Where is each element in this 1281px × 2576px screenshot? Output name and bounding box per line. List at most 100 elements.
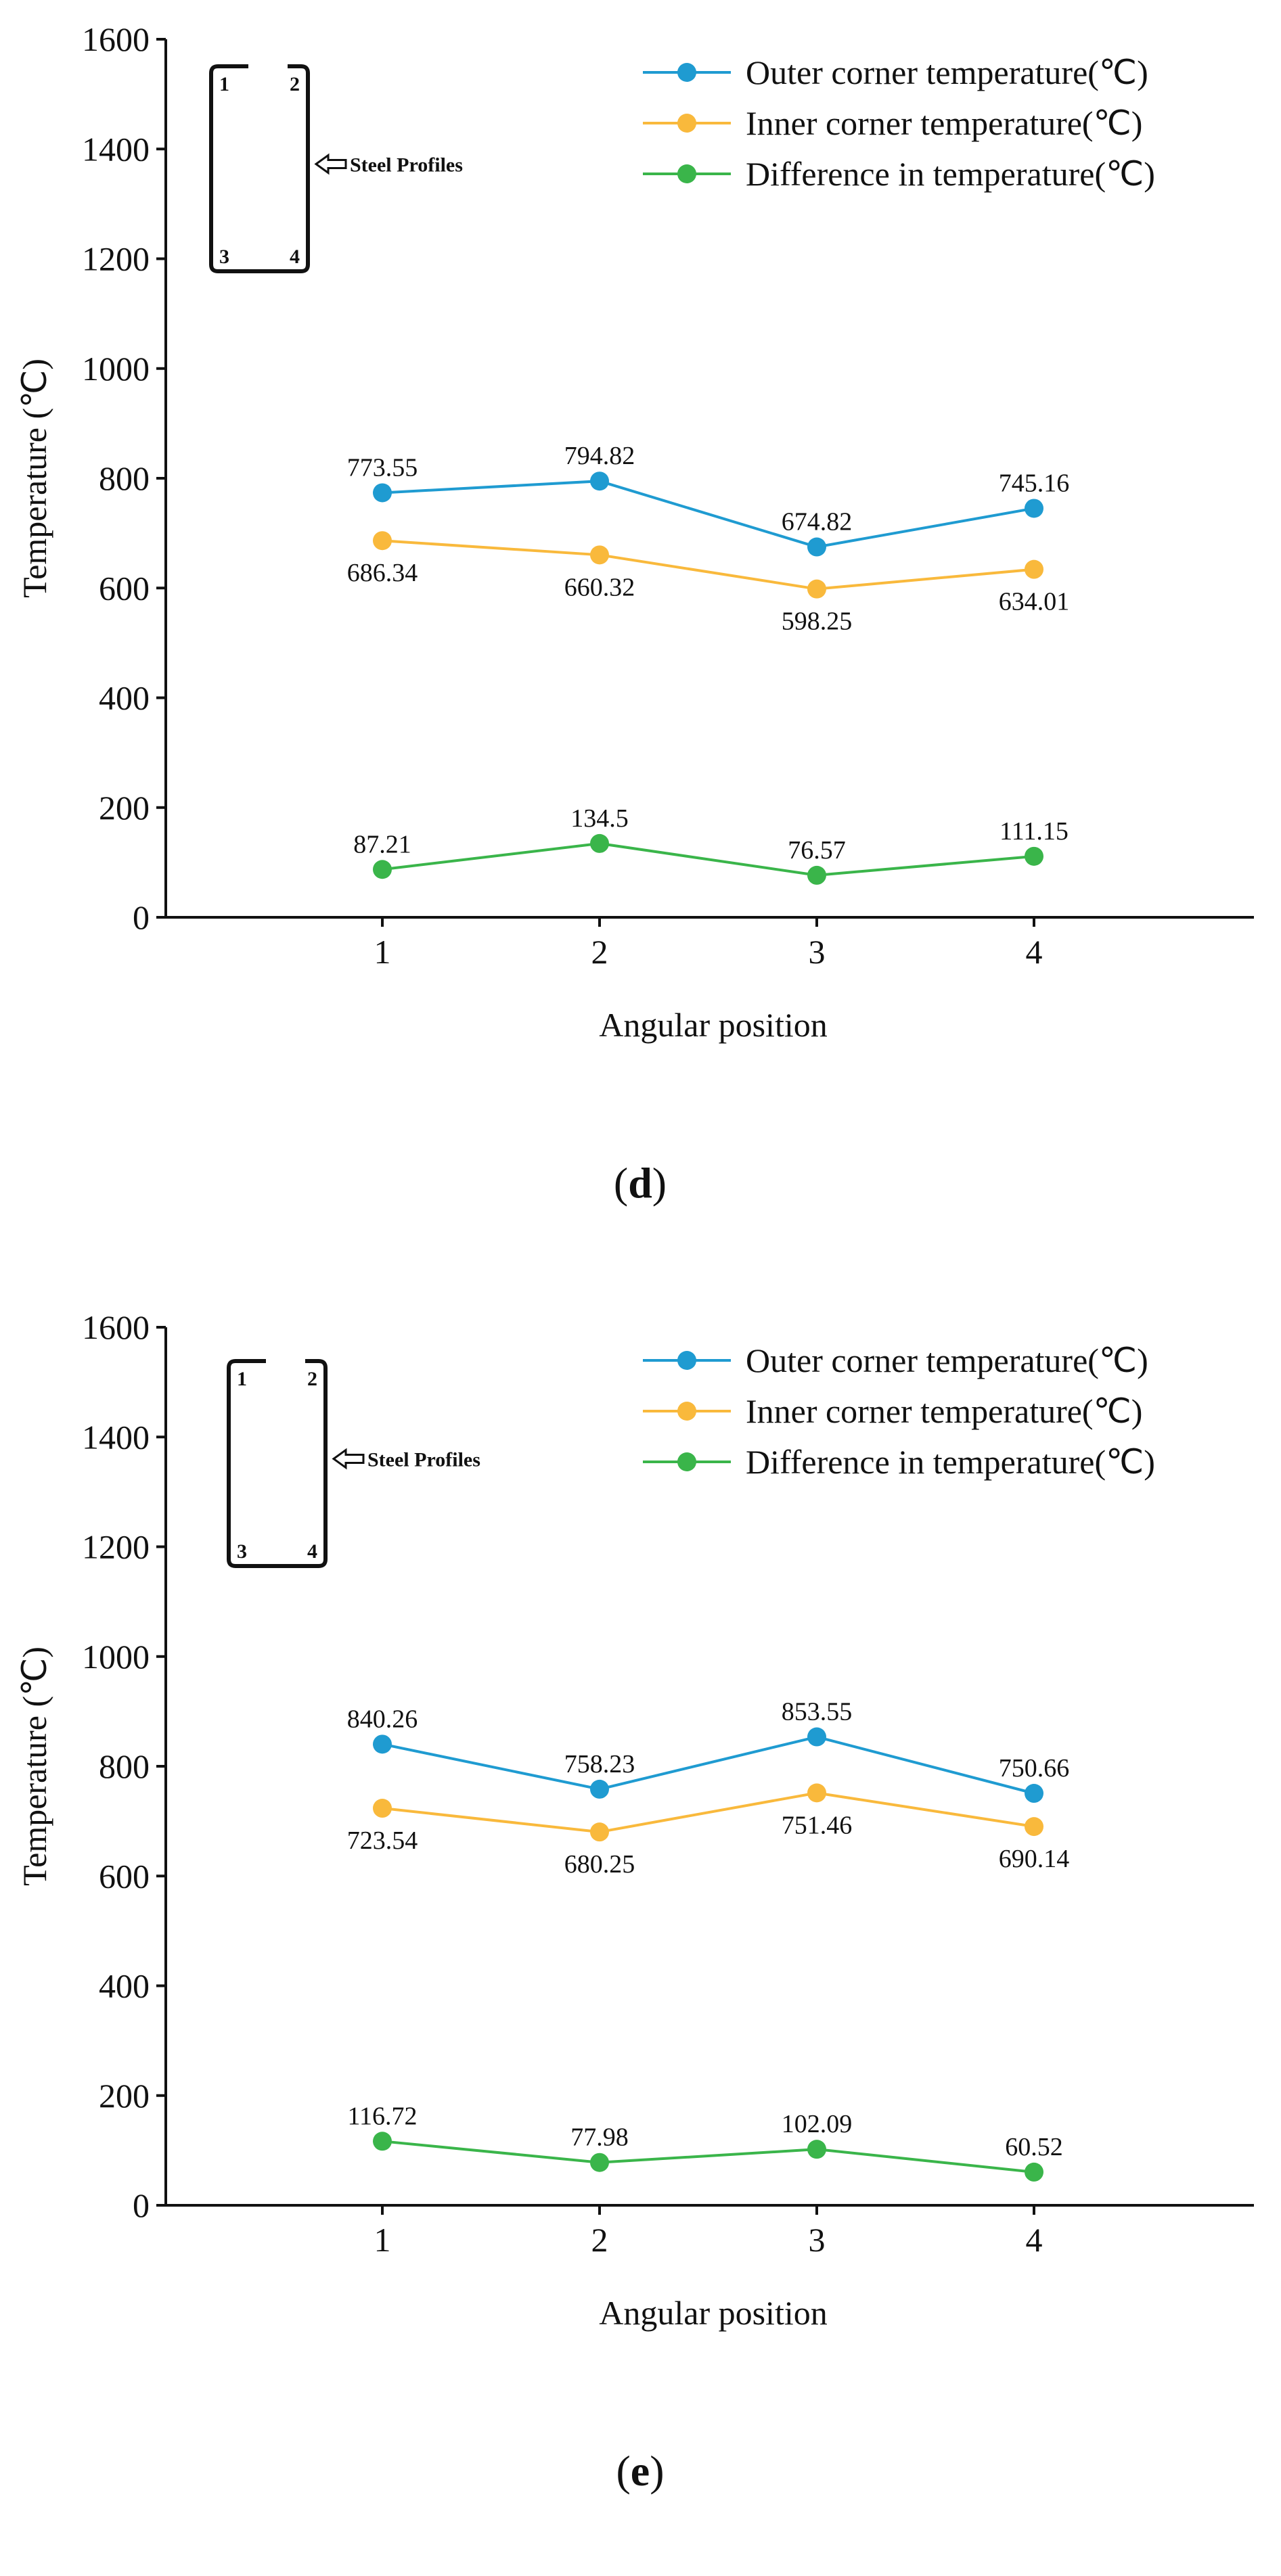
steel-profiles-label: Steel Profiles: [350, 154, 463, 177]
y-tick-label: 800: [99, 1747, 150, 1785]
x-axis-title: Angular position: [599, 1006, 827, 1044]
legend-marker: [677, 1452, 696, 1471]
y-tick-label: 1600: [82, 20, 150, 58]
arrow-left-icon: [314, 153, 347, 175]
data-point: [373, 531, 392, 551]
y-tick-label: 1000: [82, 350, 150, 388]
x-tick-label: 3: [809, 2221, 826, 2259]
chart-panel-d: 0 200 400 600 800 1000 1200 1400 1600 1 2 3 4 Angular…: [16, 20, 1254, 1207]
y-tick-label: 400: [99, 1967, 150, 2005]
data-label: 134.5: [570, 804, 629, 833]
caption-close-paren: ): [652, 1159, 667, 1207]
x-tick-label: 3: [809, 933, 826, 971]
x-axis-title: Angular position: [599, 2294, 827, 2332]
data-point: [1025, 846, 1043, 866]
data-point: [373, 1799, 392, 1818]
data-label: 750.66: [999, 1754, 1070, 1782]
caption-open-paren: (: [616, 2447, 630, 2495]
data-point: [590, 2153, 609, 2172]
x-tick-label: 2: [591, 2221, 608, 2259]
y-tick-label: 0: [133, 2186, 150, 2224]
data-label: 751.46: [782, 1811, 853, 1839]
data-label: 680.25: [564, 1850, 635, 1879]
corner-number-label: 2: [290, 73, 300, 95]
x-tick-label: 1: [374, 933, 391, 971]
x-tick-label: 2: [591, 933, 608, 971]
legend-entry: Difference in temperature(℃): [746, 1443, 1155, 1481]
arrow-left-icon: [332, 1448, 365, 1470]
x-tick-label: 4: [1026, 2221, 1043, 2259]
y-tick-label: 600: [99, 1857, 150, 1895]
series-line-1: [382, 1791, 1035, 1834]
panel-caption: (e): [616, 2447, 664, 2495]
y-axis-title: Temperature (℃): [16, 359, 53, 598]
series-line-2: [382, 2140, 1035, 2174]
data-point: [590, 1822, 609, 1842]
steel-profile-inset: 1 2 3 4 Steel Profiles: [227, 1359, 480, 1568]
data-point: [807, 1727, 826, 1747]
data-point: [807, 537, 826, 557]
caption-close-paren: ): [650, 2447, 664, 2495]
y-tick-label: 1600: [82, 1308, 150, 1346]
data-point: [807, 1783, 826, 1803]
series-line-2: [382, 842, 1035, 877]
y-axis-title: Temperature (℃): [16, 1647, 53, 1886]
data-point: [1025, 499, 1043, 518]
panel-caption: (d): [614, 1159, 667, 1207]
series-line-1: [382, 539, 1035, 591]
data-point: [807, 2140, 826, 2159]
corner-number-label: 3: [237, 1540, 247, 1563]
corner-number-label: 2: [307, 1368, 317, 1390]
legend-entry: Outer corner temperature(℃): [746, 53, 1148, 91]
data-label: 840.26: [347, 1705, 418, 1733]
data-label: 686.34: [347, 559, 418, 587]
data-label: 111.15: [999, 817, 1069, 846]
data-label: 773.55: [347, 453, 418, 482]
data-point: [1025, 1784, 1043, 1803]
data-label: 76.57: [788, 836, 846, 865]
legend-marker: [677, 1351, 696, 1370]
data-point: [807, 579, 826, 599]
data-point: [373, 860, 392, 879]
y-tick-label: 1000: [82, 1638, 150, 1676]
y-tick-label: 1200: [82, 240, 150, 278]
data-label: 794.82: [564, 442, 635, 470]
data-point: [373, 1734, 392, 1754]
data-label: 853.55: [782, 1698, 853, 1726]
legend-marker: [677, 164, 696, 183]
data-point: [1025, 2162, 1043, 2182]
data-label: 674.82: [782, 508, 853, 536]
data-label: 102.09: [782, 2110, 853, 2138]
data-point: [1025, 559, 1043, 579]
y-tick-label: 1400: [82, 130, 150, 168]
y-tick-label: 200: [99, 2077, 150, 2115]
steel-profile-inset: 1 2 3 4 Steel Profiles: [209, 64, 463, 273]
data-point: [373, 483, 392, 503]
data-point: [590, 472, 609, 491]
data-label: 598.25: [782, 607, 853, 636]
data-point: [590, 545, 609, 565]
data-label: 745.16: [999, 469, 1070, 497]
y-tick-label: 1200: [82, 1528, 150, 1566]
corner-number-label: 3: [219, 246, 229, 268]
data-label: 87.21: [353, 830, 411, 858]
line-chart-d: 0 200 400 600 800 1000 1200 1400 1600 1 2 3 4 Angular…: [16, 20, 1254, 1207]
legend-entry: Inner corner temperature(℃): [746, 1392, 1142, 1430]
data-label: 77.98: [570, 2123, 629, 2152]
corner-number-label: 1: [237, 1368, 247, 1390]
legend-marker: [677, 114, 696, 133]
corner-number-label: 4: [290, 246, 300, 268]
y-tick-label: 600: [99, 569, 150, 607]
data-point: [807, 865, 826, 885]
data-point: [373, 2132, 392, 2151]
chart-panel-e: 0 200 400 600 800 1000 1200 1400 1600 1 2 3 4 Angular…: [0, 1288, 1281, 2576]
data-point: [590, 833, 609, 853]
legend-marker: [677, 63, 696, 82]
data-label: 758.23: [564, 1750, 635, 1778]
x-tick-label: 4: [1026, 933, 1043, 971]
line-chart-e: 0 200 400 600 800 1000 1200 1400 1600 1 2 3 4 Angular…: [16, 1308, 1254, 2495]
series-line-0: [382, 1735, 1035, 1795]
data-point: [1025, 1817, 1043, 1837]
data-point: [590, 1779, 609, 1799]
data-label: 60.52: [1005, 2133, 1063, 2161]
